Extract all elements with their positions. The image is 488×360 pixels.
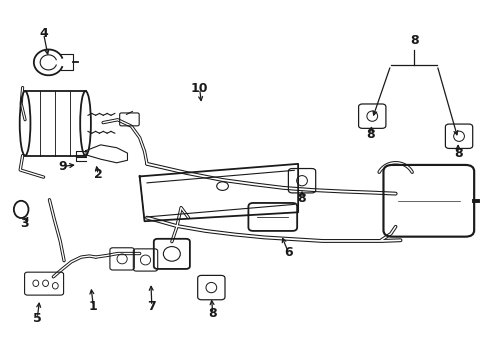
Text: 8: 8	[453, 147, 462, 159]
Text: 8: 8	[208, 307, 217, 320]
Text: 1: 1	[89, 300, 98, 313]
Text: 9: 9	[59, 160, 67, 173]
Text: 10: 10	[190, 82, 208, 95]
Text: 4: 4	[39, 27, 48, 40]
Text: 3: 3	[20, 216, 28, 230]
Text: 7: 7	[147, 300, 156, 313]
Text: 8: 8	[409, 34, 418, 48]
Text: 5: 5	[33, 311, 41, 325]
Text: 8: 8	[365, 127, 374, 141]
Text: 2: 2	[94, 168, 102, 181]
Text: 6: 6	[284, 246, 292, 259]
Text: 8: 8	[297, 192, 305, 205]
